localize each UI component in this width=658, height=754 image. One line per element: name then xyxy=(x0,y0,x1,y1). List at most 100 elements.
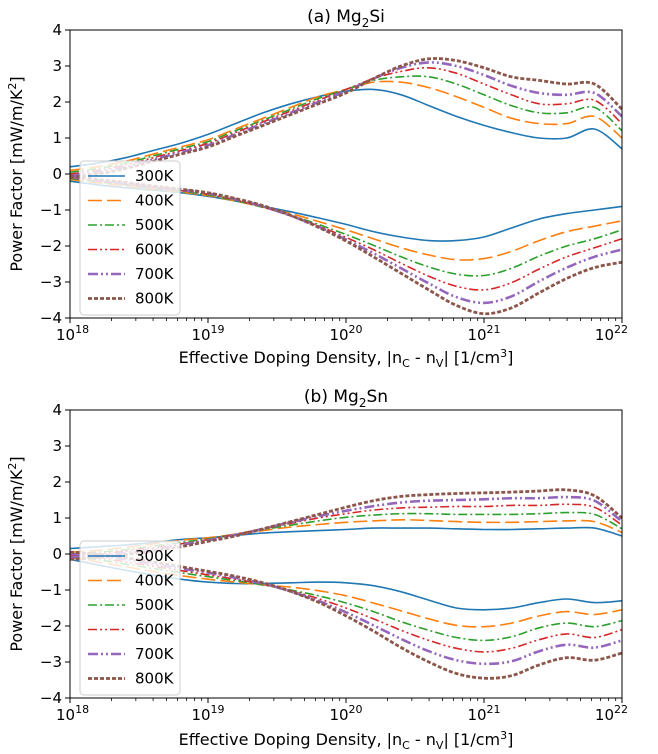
y-tick-label: 1 xyxy=(52,509,62,527)
x-tick-base: 10 xyxy=(191,706,210,724)
y-tick-label: −4 xyxy=(40,689,62,707)
x-axis-label-text: ] xyxy=(507,730,513,749)
series-700K-upper-line xyxy=(69,495,623,559)
chart-title-subscript: 2 xyxy=(362,16,370,30)
x-tick-base: 10 xyxy=(56,706,75,724)
series-400K-upper-line xyxy=(69,518,623,553)
y-tick-label: −1 xyxy=(40,201,62,219)
legend: 300K 400K 500K 600K 700K 800K xyxy=(79,160,181,316)
y-axis-label-text: Power Factor [mW/m/K xyxy=(7,469,26,652)
legend-label-700K: 700K xyxy=(135,265,175,283)
y-tick-label: 1 xyxy=(52,129,62,147)
x-axis-label-subscript: V xyxy=(436,357,444,370)
y-tick-label: −3 xyxy=(40,653,62,671)
x-tick-label: 1020 xyxy=(329,703,362,724)
series-300K-upper-line xyxy=(69,88,623,168)
chart-title: (b) Mg2Sn xyxy=(304,387,388,410)
x-tick-exponent: 22 xyxy=(614,323,628,336)
x-axis-label-subscript: C xyxy=(402,357,410,370)
y-axis-label-text: ] xyxy=(7,76,26,82)
series-800K-upper-line xyxy=(69,57,623,179)
x-tick-exponent: 18 xyxy=(75,323,89,336)
y-tick-label: 0 xyxy=(52,165,62,183)
legend-label-600K: 600K xyxy=(135,621,175,639)
series-700K-upper-line xyxy=(69,61,623,178)
y-tick-label: 0 xyxy=(52,545,62,563)
legend-label-800K: 800K xyxy=(135,670,175,688)
x-axis-label-subscript: C xyxy=(402,739,410,752)
x-tick-base: 10 xyxy=(329,326,348,344)
y-axis-label-text: ] xyxy=(7,456,26,462)
chart-title-text: (a) Mg xyxy=(307,7,362,27)
y-tick-label: 3 xyxy=(52,57,62,75)
legend-box xyxy=(79,540,181,696)
y-tick-label: −1 xyxy=(40,581,62,599)
x-tick-exponent: 19 xyxy=(211,323,225,336)
y-tick-label: −2 xyxy=(40,617,62,635)
x-tick-label: 1019 xyxy=(191,703,224,724)
x-tick-exponent: 21 xyxy=(487,323,501,336)
x-axis-label-text: - n xyxy=(410,730,436,749)
x-axis-label-superscript: 3 xyxy=(500,729,507,742)
y-tick-label: 2 xyxy=(52,93,62,111)
x-tick-exponent: 18 xyxy=(75,703,89,716)
y-axis-label-superscript: 2 xyxy=(6,83,19,90)
x-tick-exponent: 21 xyxy=(487,703,501,716)
legend-label-700K: 700K xyxy=(135,645,175,663)
x-tick-exponent: 20 xyxy=(349,323,363,336)
y-axis-label-superscript: 2 xyxy=(6,463,19,470)
y-tick-label: −2 xyxy=(40,237,62,255)
chart-title-text: (b) Mg xyxy=(304,387,359,407)
legend: 300K 400K 500K 600K 700K 800K xyxy=(79,540,181,696)
x-tick-base: 10 xyxy=(56,326,75,344)
chart-title-subscript: 2 xyxy=(359,396,367,410)
x-axis-label-subscript: V xyxy=(436,739,444,752)
series-600K-upper-line xyxy=(69,66,623,175)
legend-label-400K: 400K xyxy=(135,572,175,590)
x-tick-label: 1019 xyxy=(191,323,224,344)
legend-label-300K: 300K xyxy=(135,167,175,185)
x-tick-base: 10 xyxy=(467,706,486,724)
chart-title: (a) Mg2Si xyxy=(307,7,385,30)
x-axis-label-text: ] xyxy=(507,348,513,367)
x-axis-label-superscript: 3 xyxy=(500,347,507,360)
x-axis-label-text: - n xyxy=(410,348,436,367)
x-axis-label-text: Effective Doping Density, |n xyxy=(179,730,403,749)
x-tick-base: 10 xyxy=(329,706,348,724)
legend-box xyxy=(79,160,181,316)
chart-title-tail: Si xyxy=(369,7,385,27)
legend-label-500K: 500K xyxy=(135,216,175,234)
x-tick-base: 10 xyxy=(467,326,486,344)
x-tick-label: 1022 xyxy=(595,323,628,344)
x-tick-label: 1021 xyxy=(467,703,500,724)
x-tick-base: 10 xyxy=(595,326,614,344)
x-axis-label-text: | [1/cm xyxy=(443,348,500,367)
legend-label-800K: 800K xyxy=(135,290,175,308)
y-axis-label-text: Power Factor [mW/m/K xyxy=(7,89,26,272)
y-tick-label: 4 xyxy=(52,401,62,419)
y-axis-label: Power Factor [mW/m/K2] xyxy=(6,456,26,651)
x-tick-label: 1021 xyxy=(467,323,500,344)
legend-label-300K: 300K xyxy=(135,547,175,565)
legend-label-400K: 400K xyxy=(135,192,175,210)
x-axis-label: Effective Doping Density, |nC - nV| [1/c… xyxy=(179,347,514,370)
x-tick-base: 10 xyxy=(191,326,210,344)
y-axis-label: Power Factor [mW/m/K2] xyxy=(6,76,26,271)
x-tick-exponent: 22 xyxy=(614,703,628,716)
x-tick-exponent: 20 xyxy=(349,703,363,716)
series-400K-lower-line xyxy=(69,556,623,628)
x-tick-label: 1018 xyxy=(56,323,89,344)
chart-title-tail: Sn xyxy=(366,387,388,407)
y-tick-label: −4 xyxy=(40,309,62,327)
series-700K-lower-line xyxy=(69,552,623,666)
x-tick-exponent: 19 xyxy=(211,703,225,716)
y-tick-label: 4 xyxy=(52,21,62,39)
x-tick-label: 1022 xyxy=(595,703,628,724)
x-tick-label: 1020 xyxy=(329,323,362,344)
y-tick-label: 2 xyxy=(52,473,62,491)
x-axis-label-text: Effective Doping Density, |n xyxy=(179,348,403,367)
x-axis-label-text: | [1/cm xyxy=(443,730,500,749)
